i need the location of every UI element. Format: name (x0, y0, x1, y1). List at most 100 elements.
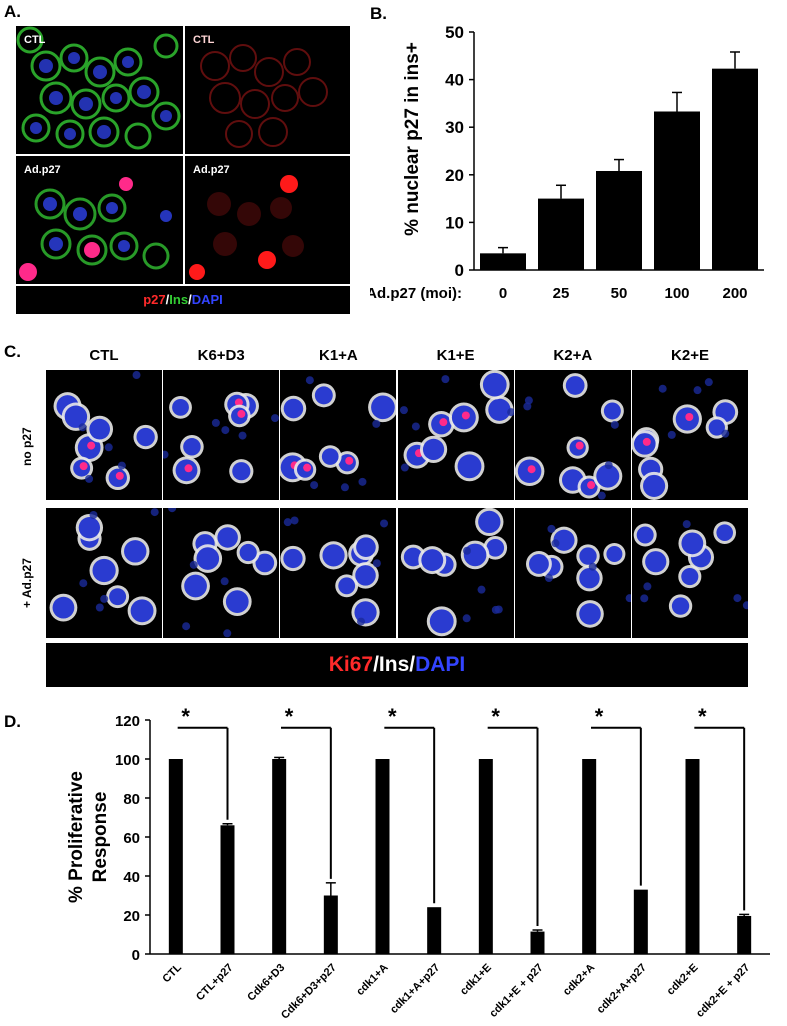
y-tick-label: 0 (132, 947, 140, 964)
micro-image (633, 520, 748, 618)
bar (654, 111, 700, 270)
tile-label: Ad.p27 (193, 164, 230, 176)
y-tick-label: 60 (123, 830, 140, 847)
x-tick-label: cdk2+A (561, 962, 597, 998)
legend-sep: / (165, 292, 170, 307)
y-tick-label: 20 (123, 908, 140, 925)
micro-image (19, 177, 172, 281)
bar (530, 931, 545, 954)
y-tick-label: 30 (445, 118, 464, 137)
bar (478, 759, 493, 954)
col-label: K2+A (553, 347, 593, 364)
micro-image (16, 26, 181, 150)
x-tick-label: cdk1+A (354, 962, 390, 998)
y-tick-label: 120 (115, 713, 140, 730)
col-label: K1+E (436, 347, 475, 364)
col-label: K2+E (671, 347, 709, 364)
x-tick-label: 25 (553, 285, 570, 302)
legend-dapi: DAPI (415, 653, 466, 676)
x-tick-label: 200 (722, 285, 747, 302)
micro-tile-a3: Ad.p27 (16, 156, 183, 284)
y-tick-label: 0 (455, 261, 464, 280)
legend-sep: / (188, 292, 192, 307)
bar (596, 170, 642, 270)
micro-tile-a1: CTL (16, 26, 183, 154)
micro-tile-c (632, 508, 748, 638)
x-tick-label: cdk1+A+p27 (388, 962, 442, 1016)
micro-image (49, 508, 159, 626)
micro-tile-c (163, 508, 280, 638)
col-label: K1+A (319, 347, 358, 364)
bar (427, 907, 442, 954)
row-label-no-p27: no p27 (20, 427, 34, 466)
y-tick-label: 20 (445, 166, 464, 185)
tile-label: CTL (193, 34, 215, 46)
y-tick-label: 40 (445, 71, 464, 90)
significance-star: * (595, 704, 604, 729)
micro-image (632, 378, 739, 500)
x-tick-label: CTL+p27 (194, 962, 236, 1004)
legend-ins: Ins (169, 292, 189, 307)
micro-image (280, 376, 397, 492)
micro-tile-a4: Ad.p27 (185, 156, 350, 284)
y-tick-label: 40 (123, 869, 140, 886)
col-label: K6+D3 (197, 347, 245, 364)
micro-image (525, 524, 631, 628)
micro-tile-c (280, 508, 397, 638)
y-tick-label: 50 (445, 23, 464, 42)
panel-c-legend: Ki67/Ins/DAPI (46, 643, 748, 687)
significance-star: * (698, 704, 707, 729)
x-tick-label: cdk1+E (458, 962, 494, 998)
x-tick-label: 0 (499, 285, 507, 302)
chart-b: 0 10 20 30 40 50 0 25 50 100 200 Ad.p27 (moi): % nuc… (370, 23, 764, 302)
micro-image (514, 373, 624, 500)
bar (272, 759, 287, 954)
tile-label: Ad.p27 (24, 164, 61, 176)
micro-tile-c (46, 370, 162, 500)
micro-image (399, 370, 514, 482)
micro-tile-c (397, 508, 514, 638)
col-label: CTL (89, 347, 119, 364)
panel-a-legend: p27/Ins/DAPI (16, 286, 350, 314)
legend-ki67: Ki67 (328, 653, 374, 676)
micro-tile-a2: CTL (185, 26, 350, 154)
micro-image (163, 391, 280, 485)
micro-image (400, 508, 507, 637)
panel-c-label: C. (4, 342, 21, 361)
bar (712, 68, 758, 270)
micro-image (189, 175, 304, 280)
panel-a-label: A. (4, 2, 21, 21)
x-tick-label: cdk2+E + p27 (694, 962, 752, 1020)
micro-tile-c (514, 370, 631, 500)
micro-image (53, 371, 158, 491)
x-tick-label: cdk2+A+p27 (595, 962, 649, 1016)
legend-p27: p27 (143, 292, 166, 307)
bar (633, 889, 648, 954)
x-tick-label: Cdk6+D3 (245, 962, 287, 1004)
x-tick-label: 100 (664, 285, 689, 302)
y-tick-label: 80 (123, 791, 140, 808)
bar (323, 895, 338, 954)
legend-sep: / (409, 653, 416, 676)
x-tick-label: Cdk6+D3+p27 (279, 962, 339, 1020)
significance-star: * (181, 704, 190, 729)
panel-b-label: B. (370, 4, 387, 23)
x-tick-label: cdk2+E (665, 962, 701, 998)
micro-image (168, 508, 278, 638)
y-axis-label: % Proliferative Response (66, 771, 111, 903)
y-axis-label-line: % Proliferative (66, 771, 87, 903)
chart-d: 0 20 40 60 80 100 120 CTL CTL+p27 Cdk6+D3Cdk6+D3+… (66, 704, 770, 1020)
legend-ins: Ins (378, 653, 410, 676)
micro-tile-c (46, 508, 162, 638)
micro-tile-c (280, 370, 397, 500)
micro-image (200, 44, 328, 148)
bar (737, 915, 752, 954)
bar (168, 759, 183, 954)
bar (375, 759, 390, 954)
x-tick-label: cdk1+E + p27 (487, 962, 545, 1020)
bar (538, 198, 584, 270)
tile-label: CTL (24, 34, 46, 46)
row-label-ad-p27: + Ad.p27 (20, 558, 34, 608)
y-axis-label: % nuclear p27 in ins+ (402, 42, 423, 236)
micro-tile-c (632, 370, 748, 500)
